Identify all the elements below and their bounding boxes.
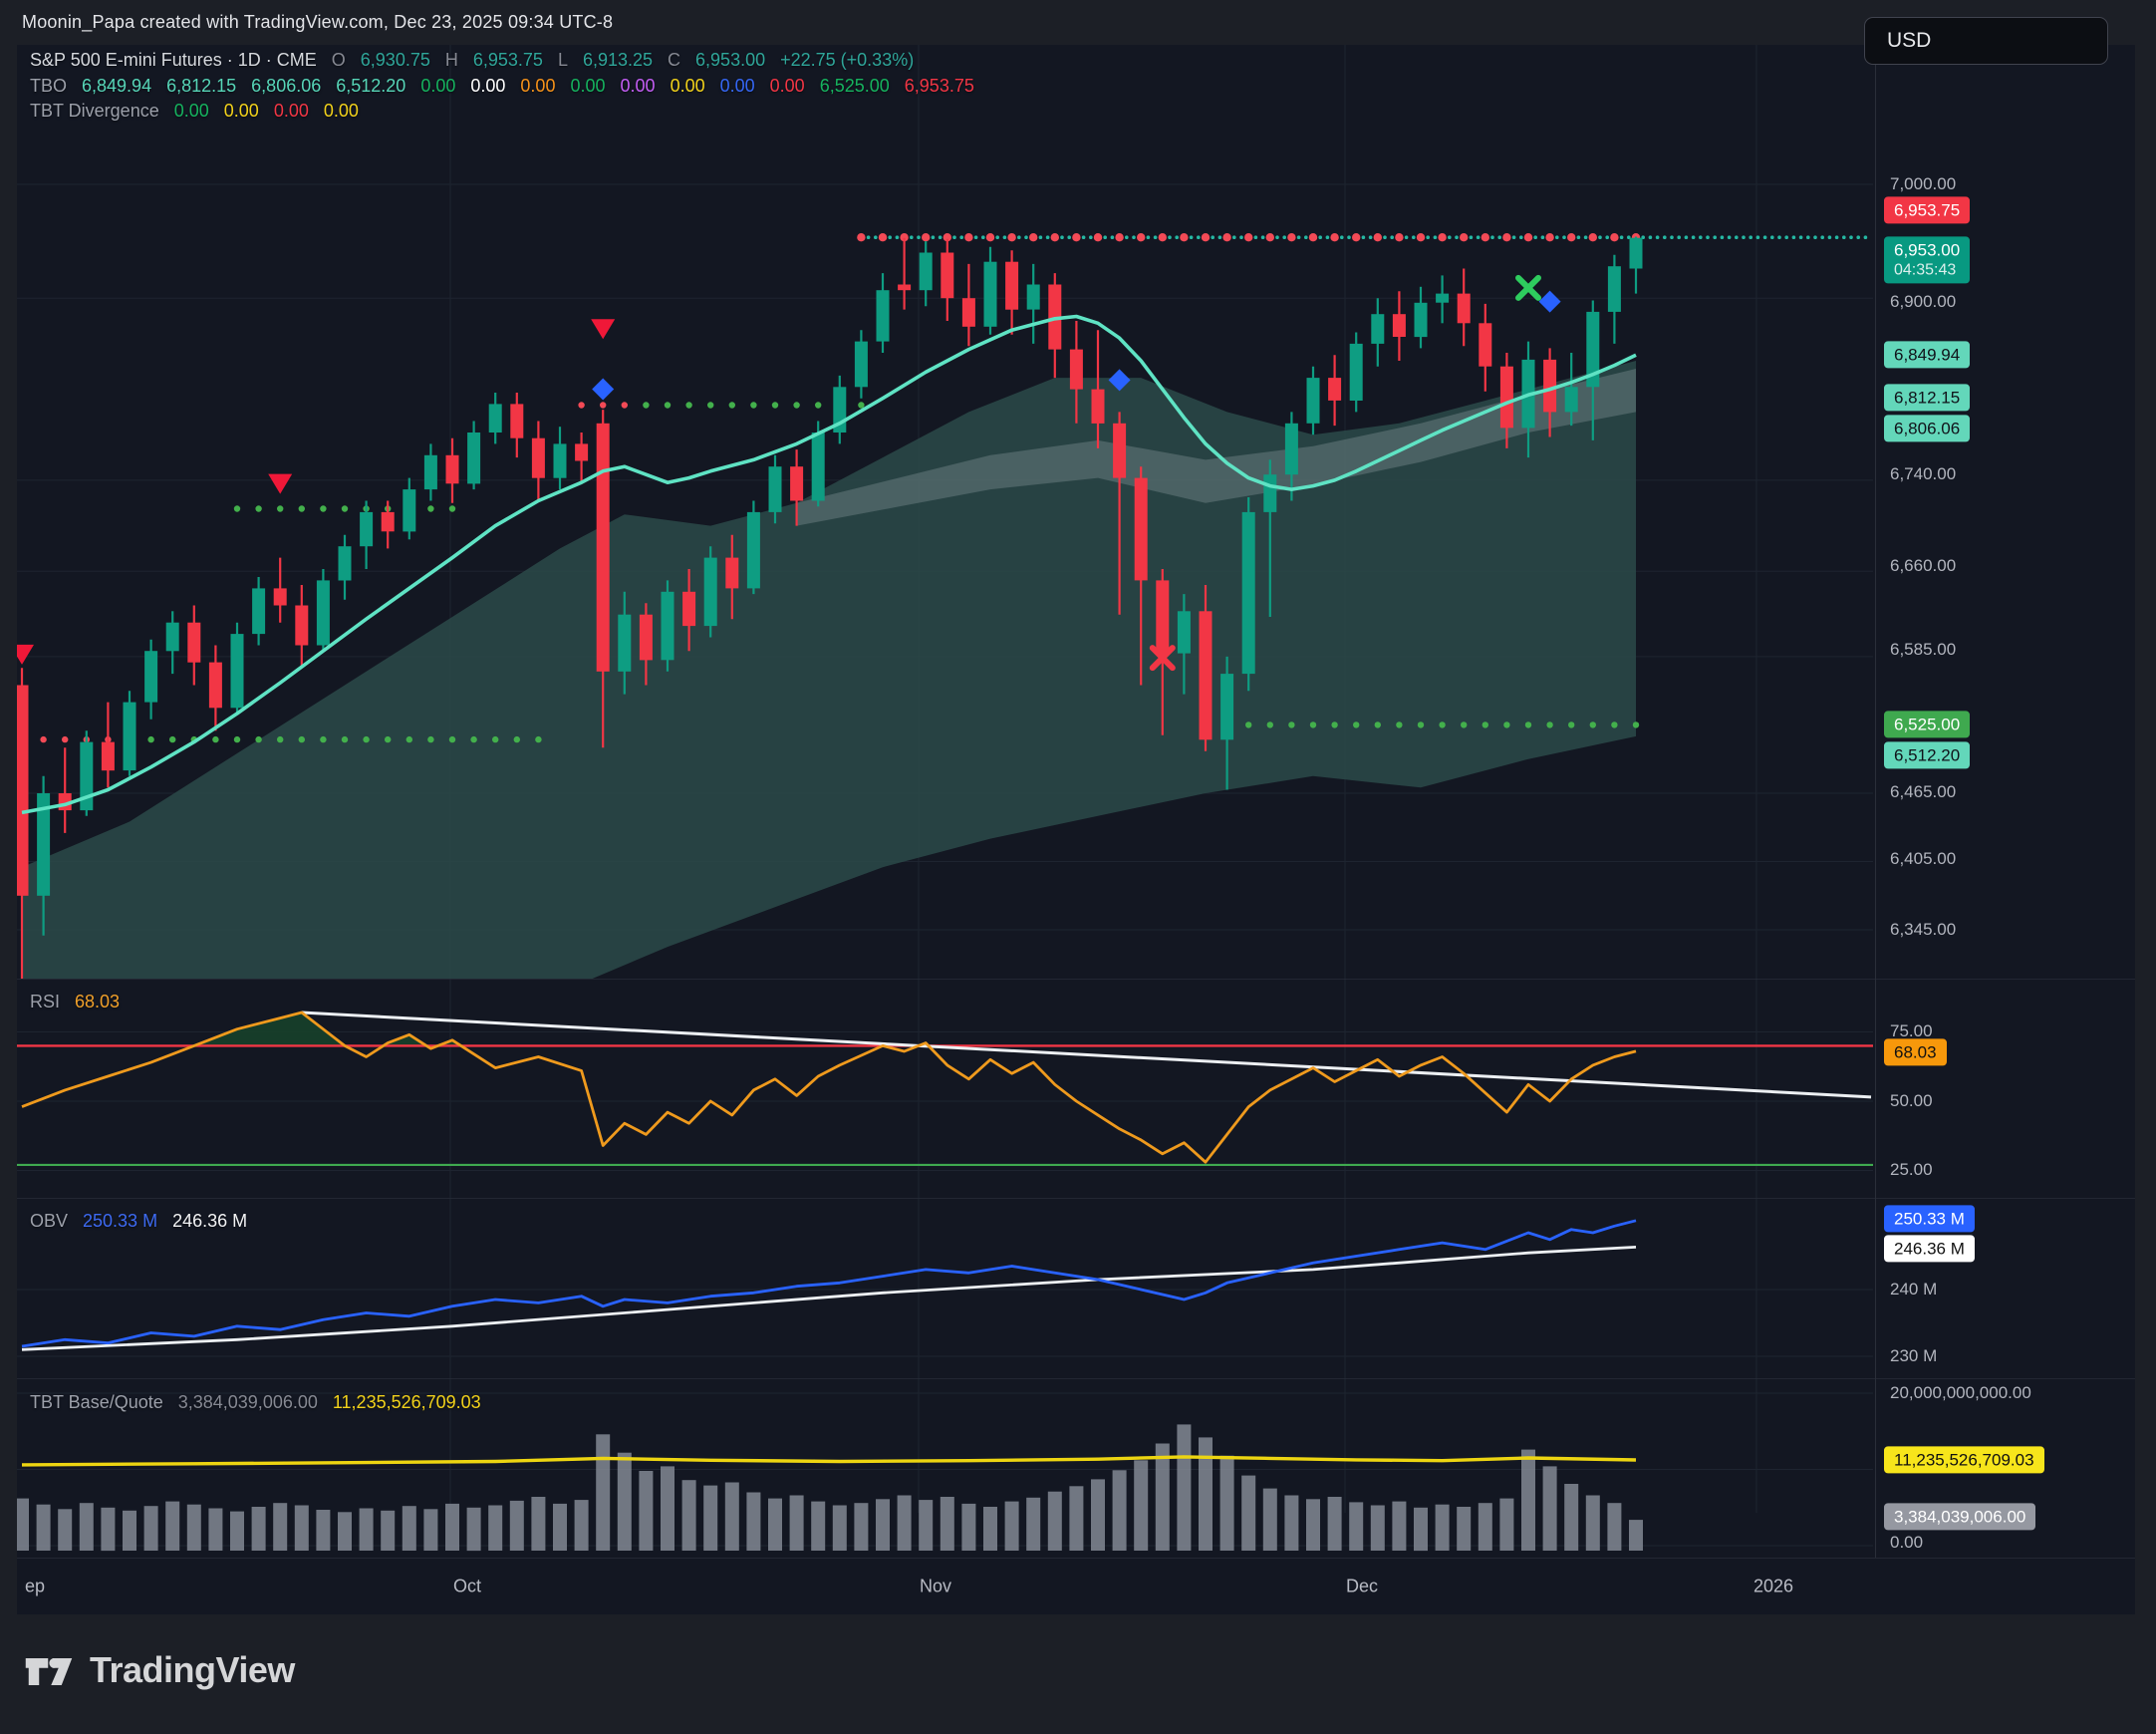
countdown-timer: 04:35:43 — [1894, 261, 1957, 279]
legend-tbo-item: 6,806.06 — [251, 76, 322, 96]
legend-symbol-item: C — [668, 50, 681, 70]
price-badge: 6,525.00 — [1884, 711, 1971, 738]
legend-tbo-item: TBO — [30, 76, 68, 96]
axis-label: 6,405.00 — [1890, 849, 1957, 868]
legend-symbol-item: 6,930.75 — [360, 50, 430, 70]
tradingview-logo-text[interactable]: TradingView — [90, 1649, 295, 1690]
price-badge: 6,953.75 — [1884, 196, 1971, 224]
axis-label: 6,900.00 — [1890, 292, 1957, 311]
legend-tbt-base-quote-row[interactable]: TBT Base/Quote 3,384,039,006.00 11,235,526… — [30, 1392, 481, 1413]
pane-divider-main-rsi[interactable] — [17, 979, 2135, 980]
axis-label: 6,345.00 — [1890, 920, 1957, 939]
price-badge: 6,806.06 — [1884, 415, 1971, 442]
pane-divider-tbt-time — [17, 1558, 2135, 1559]
legend-obv-item: OBV — [30, 1211, 69, 1231]
time-axis-label: ep — [24, 1576, 46, 1595]
axis-label: 50.00 — [1890, 1091, 1933, 1110]
price-badge: 11,235,526,709.03 — [1884, 1446, 2044, 1474]
legend-tbt-divergence-item: 0.00 — [173, 101, 209, 121]
legend-tbt-divergence-item: 0.00 — [273, 101, 309, 121]
legend-symbol-row[interactable]: S&P 500 E-mini Futures · 1D · CME O 6,930.… — [30, 50, 914, 71]
legend-tbt-divergence-item: 0.00 — [323, 101, 359, 121]
time-scale[interactable]: ep Oct Nov Dec 2026 — [17, 1558, 2135, 1614]
legend-symbol-item: H — [444, 50, 458, 70]
legend-tbo-item: 0.00 — [769, 76, 805, 96]
currency-label: USD — [1887, 29, 1932, 52]
axis-label: 6,660.00 — [1890, 556, 1957, 575]
price-badge: 3,384,039,006.00 — [1884, 1503, 2036, 1531]
legend-tbt-divergence-row[interactable]: TBT Divergence 0.00 0.00 0.00 0.00 — [30, 101, 359, 122]
legend-obv-item: 250.33 M — [83, 1211, 158, 1231]
time-axis-label: Dec — [1345, 1576, 1379, 1595]
chart-widget: S&P 500 E-mini Futures · 1D · CME O 6,930.… — [17, 45, 2135, 1614]
price-axis-border — [1875, 45, 1876, 1558]
axis-label: 6,465.00 — [1890, 782, 1957, 801]
legend-tbt-base-quote-item: 11,235,526,709.03 — [332, 1392, 481, 1412]
legend-tbo-item: 0.00 — [420, 76, 456, 96]
price-scale[interactable]: 7,000.00 6,900.00 6,740.00 6,660.00 6,585.00… — [1876, 45, 2135, 1558]
legend-tbo-item: 0.00 — [570, 76, 606, 96]
price-chart-canvas[interactable] — [17, 45, 1875, 1614]
legend-tbt-divergence-item: 0.00 — [223, 101, 259, 121]
legend-obv-row[interactable]: OBV 250.33 M 246.36 M — [30, 1211, 247, 1232]
axis-label: 240 M — [1890, 1280, 1938, 1299]
legend-tbo-item: 0.00 — [719, 76, 755, 96]
axis-label: 0.00 — [1890, 1533, 1924, 1552]
axis-label: 6,740.00 — [1890, 464, 1957, 483]
legend-symbol-item: O — [331, 50, 346, 70]
legend-symbol-item: L — [557, 50, 568, 70]
legend-tbo-item: 0.00 — [520, 76, 556, 96]
legend-symbol-item: 6,913.25 — [582, 50, 654, 70]
legend-rsi-row[interactable]: RSI 68.03 — [30, 992, 120, 1012]
legend-tbt-divergence-item: TBT Divergence — [30, 101, 159, 121]
time-axis-label: Oct — [452, 1576, 482, 1595]
currency-toggle-button[interactable]: USD — [1864, 17, 2108, 65]
axis-label: 25.00 — [1890, 1160, 1933, 1179]
legend-symbol-item: S&P 500 E-mini Futures · 1D · CME — [30, 50, 317, 70]
legend-symbol-item: 6,953.00 — [695, 50, 766, 70]
legend-tbo-item: 0.00 — [620, 76, 656, 96]
axis-label: 20,000,000,000.00 — [1890, 1383, 2031, 1402]
time-axis-label: 2026 — [1752, 1576, 1794, 1595]
legend-rsi-item: RSI — [30, 992, 61, 1012]
legend-rsi-item: 68.03 — [75, 992, 121, 1012]
legend-tbo-item: 6,812.15 — [166, 76, 237, 96]
legend-tbo-item: 6,512.20 — [336, 76, 406, 96]
legend-tbo-item: 6,953.75 — [904, 76, 974, 96]
price-badge: 6,953.00 04:35:43 — [1884, 236, 1971, 284]
legend-tbo-item: 0.00 — [670, 76, 705, 96]
axis-label: 230 M — [1890, 1346, 1938, 1365]
pane-divider-obv-tbt[interactable] — [17, 1378, 2135, 1379]
pane-divider-rsi-obv[interactable] — [17, 1198, 2135, 1199]
tradingview-logo-icon[interactable] — [21, 1652, 77, 1688]
footer: TradingView — [21, 1649, 295, 1691]
time-axis-label: Nov — [919, 1576, 952, 1595]
legend-tbo-item: 6,525.00 — [819, 76, 890, 96]
legend-tbt-base-quote-item: TBT Base/Quote — [30, 1392, 163, 1412]
legend-tbo-item: 0.00 — [470, 76, 506, 96]
legend-symbol-item: 6,953.75 — [472, 50, 543, 70]
legend-tbt-base-quote-item: 3,384,039,006.00 — [177, 1392, 318, 1412]
legend-obv-item: 246.36 M — [172, 1211, 248, 1231]
axis-label: 75.00 — [1890, 1021, 1933, 1040]
price-badge: 68.03 — [1884, 1038, 1947, 1066]
axis-label: 6,585.00 — [1890, 640, 1957, 659]
attribution-text: Moonin_Papa created with TradingView.com… — [22, 12, 614, 32]
price-badge: 250.33 M — [1884, 1205, 1975, 1233]
legend-symbol-item: +22.75 (+0.33%) — [780, 50, 915, 70]
legend-tbo-item: 6,849.94 — [82, 76, 152, 96]
axis-label: 7,000.00 — [1890, 174, 1957, 193]
price-badge: 6,849.94 — [1884, 341, 1971, 369]
price-badge: 6,812.15 — [1884, 384, 1971, 412]
legend-tbo-row[interactable]: TBO 6,849.94 6,812.15 6,806.06 6,512.20 0.00 0… — [30, 76, 974, 97]
price-badge: 246.36 M — [1884, 1235, 1975, 1263]
price-badge: 6,512.20 — [1884, 741, 1971, 769]
